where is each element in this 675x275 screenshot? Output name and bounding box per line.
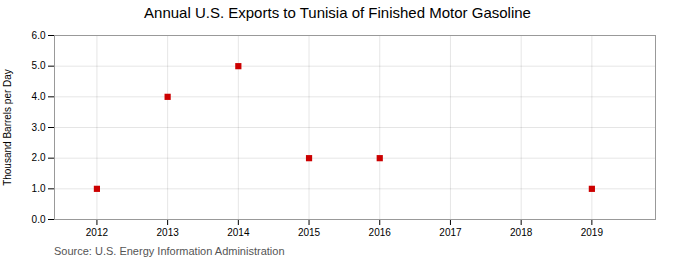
svg-text:1.0: 1.0 xyxy=(32,183,46,194)
svg-text:3.0: 3.0 xyxy=(32,122,46,133)
html-text:Source: U.S. Energy Informatio: Source: U.S. Energy Information Administ… xyxy=(54,245,285,257)
svg-text:2018: 2018 xyxy=(510,227,533,238)
svg-text:2012: 2012 xyxy=(86,227,109,238)
svg-text:4.0: 4.0 xyxy=(32,91,46,102)
html-text:Annual U.S. Exports to Tunisia: Annual U.S. Exports to Tunisia of Finish… xyxy=(144,4,531,21)
svg-text:2015: 2015 xyxy=(298,227,321,238)
svg-text:2016: 2016 xyxy=(369,227,392,238)
svg-text:6.0: 6.0 xyxy=(32,30,46,41)
svg-text:2.0: 2.0 xyxy=(32,152,46,163)
svg-text:Thousand Barrels per Day: Thousand Barrels per Day xyxy=(2,69,13,186)
svg-text:2017: 2017 xyxy=(439,227,462,238)
svg-text:2019: 2019 xyxy=(581,227,604,238)
svg-text:2014: 2014 xyxy=(227,227,250,238)
svg-text:5.0: 5.0 xyxy=(32,60,46,71)
svg-text:2013: 2013 xyxy=(157,227,180,238)
svg-text:0.0: 0.0 xyxy=(32,214,46,225)
